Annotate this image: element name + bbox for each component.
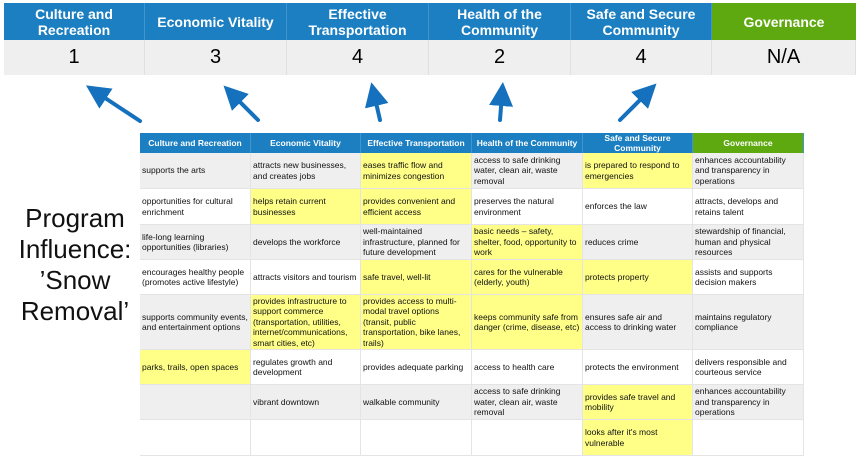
table-cell (251, 420, 361, 456)
arrow-transportation (365, 82, 389, 122)
table-cell: provides infrastructure to support comme… (251, 295, 361, 350)
table-cell: reduces crime (583, 225, 693, 260)
table-cell: enhances accountability and transparency… (693, 153, 804, 189)
table-cell: protects the environment (583, 350, 693, 385)
table-cell (140, 385, 251, 420)
table-cell: helps retain current businesses (251, 189, 361, 225)
table-cell: life-long learning opportunities (librar… (140, 225, 251, 260)
table-header: Governance (693, 133, 804, 153)
summary-header: Governance (712, 3, 856, 40)
table-cell: cares for the vulnerable (elderly, youth… (472, 260, 583, 295)
summary-header: Health of the Community (429, 3, 571, 40)
table-cell: ensures safe air and access to drinking … (583, 295, 693, 350)
summary-grid: Culture and Recreation Economic Vitality E… (4, 3, 856, 75)
summary-score: 4 (571, 40, 712, 75)
table-cell (361, 420, 472, 456)
table-header: Culture and Recreation (140, 133, 251, 153)
table-cell: supports the arts (140, 153, 251, 189)
table-header: Effective Transportation (361, 133, 472, 153)
table-cell: looks after it's most vulnerable (583, 420, 693, 456)
summary-score: N/A (712, 40, 856, 75)
table-cell: parks, trails, open spaces (140, 350, 251, 385)
table-cell: provides access to multi-modal travel op… (361, 295, 472, 350)
table-cell: preserves the natural environment (472, 189, 583, 225)
table-cell: supports community events, and entertain… (140, 295, 251, 350)
table-cell: safe travel, well-lit (361, 260, 472, 295)
table-cell: basic needs – safety, shelter, food, opp… (472, 225, 583, 260)
table-cell: well-maintained infrastructure, planned … (361, 225, 472, 260)
summary-header: Economic Vitality (145, 3, 287, 40)
summary-header: Culture and Recreation (4, 3, 145, 40)
arrow-safe (618, 83, 657, 122)
table-cell: vibrant downtown (251, 385, 361, 420)
arrow-health (489, 82, 514, 122)
table-cell: walkable community (361, 385, 472, 420)
table-cell: is prepared to respond to emergencies (583, 153, 693, 189)
table-cell: eases traffic flow and minimizes congest… (361, 153, 472, 189)
table-cell: provides safe travel and mobility (583, 385, 693, 420)
table-header: Economic Vitality (251, 133, 361, 153)
summary-header: Effective Transportation (287, 3, 429, 40)
table-cell: access to safe drinking water, clean air… (472, 153, 583, 189)
summary-score: 3 (145, 40, 287, 75)
table-cell: develops the workforce (251, 225, 361, 260)
table-cell: encourages healthy people (promotes acti… (140, 260, 251, 295)
table-cell: provides convenient and efficient access (361, 189, 472, 225)
table-cell: attracts visitors and tourism (251, 260, 361, 295)
table-cell: stewardship of financial, human and phys… (693, 225, 804, 260)
table-cell: protects property (583, 260, 693, 295)
pillar-table: Culture and Recreation Economic Vitality E… (140, 133, 804, 456)
table-cell: attracts, develops and retains talent (693, 189, 804, 225)
program-influence-label: Program Influence: ’Snow Removal’ (18, 203, 132, 326)
table-cell: attracts new businesses, and creates job… (251, 153, 361, 189)
table-cell: delivers responsible and courteous servi… (693, 350, 804, 385)
table-cell: keeps community safe from danger (crime,… (472, 295, 583, 350)
table-cell: provides adequate parking (361, 350, 472, 385)
table-cell: opportunities for cultural enrichment (140, 189, 251, 225)
table-cell: access to safe drinking water, clean air… (472, 385, 583, 420)
table-cell: access to health care (472, 350, 583, 385)
arrow-culture (85, 85, 142, 123)
table-cell (693, 420, 804, 456)
table-cell: assists and supports decision makers (693, 260, 804, 295)
summary-score: 1 (4, 40, 145, 75)
table-cell (140, 420, 251, 456)
table-cell: maintains regulatory compliance (693, 295, 804, 350)
summary-header: Safe and Secure Community (571, 3, 712, 40)
summary-score: 2 (429, 40, 571, 75)
table-cell: enforces the law (583, 189, 693, 225)
summary-score: 4 (287, 40, 429, 75)
table-cell: enhances accountability and transparency… (693, 385, 804, 420)
table-header: Safe and Secure Community (583, 133, 693, 153)
table-cell (472, 420, 583, 456)
table-cell: regulates growth and development (251, 350, 361, 385)
arrow-economic (223, 85, 260, 122)
table-header: Health of the Community (472, 133, 583, 153)
